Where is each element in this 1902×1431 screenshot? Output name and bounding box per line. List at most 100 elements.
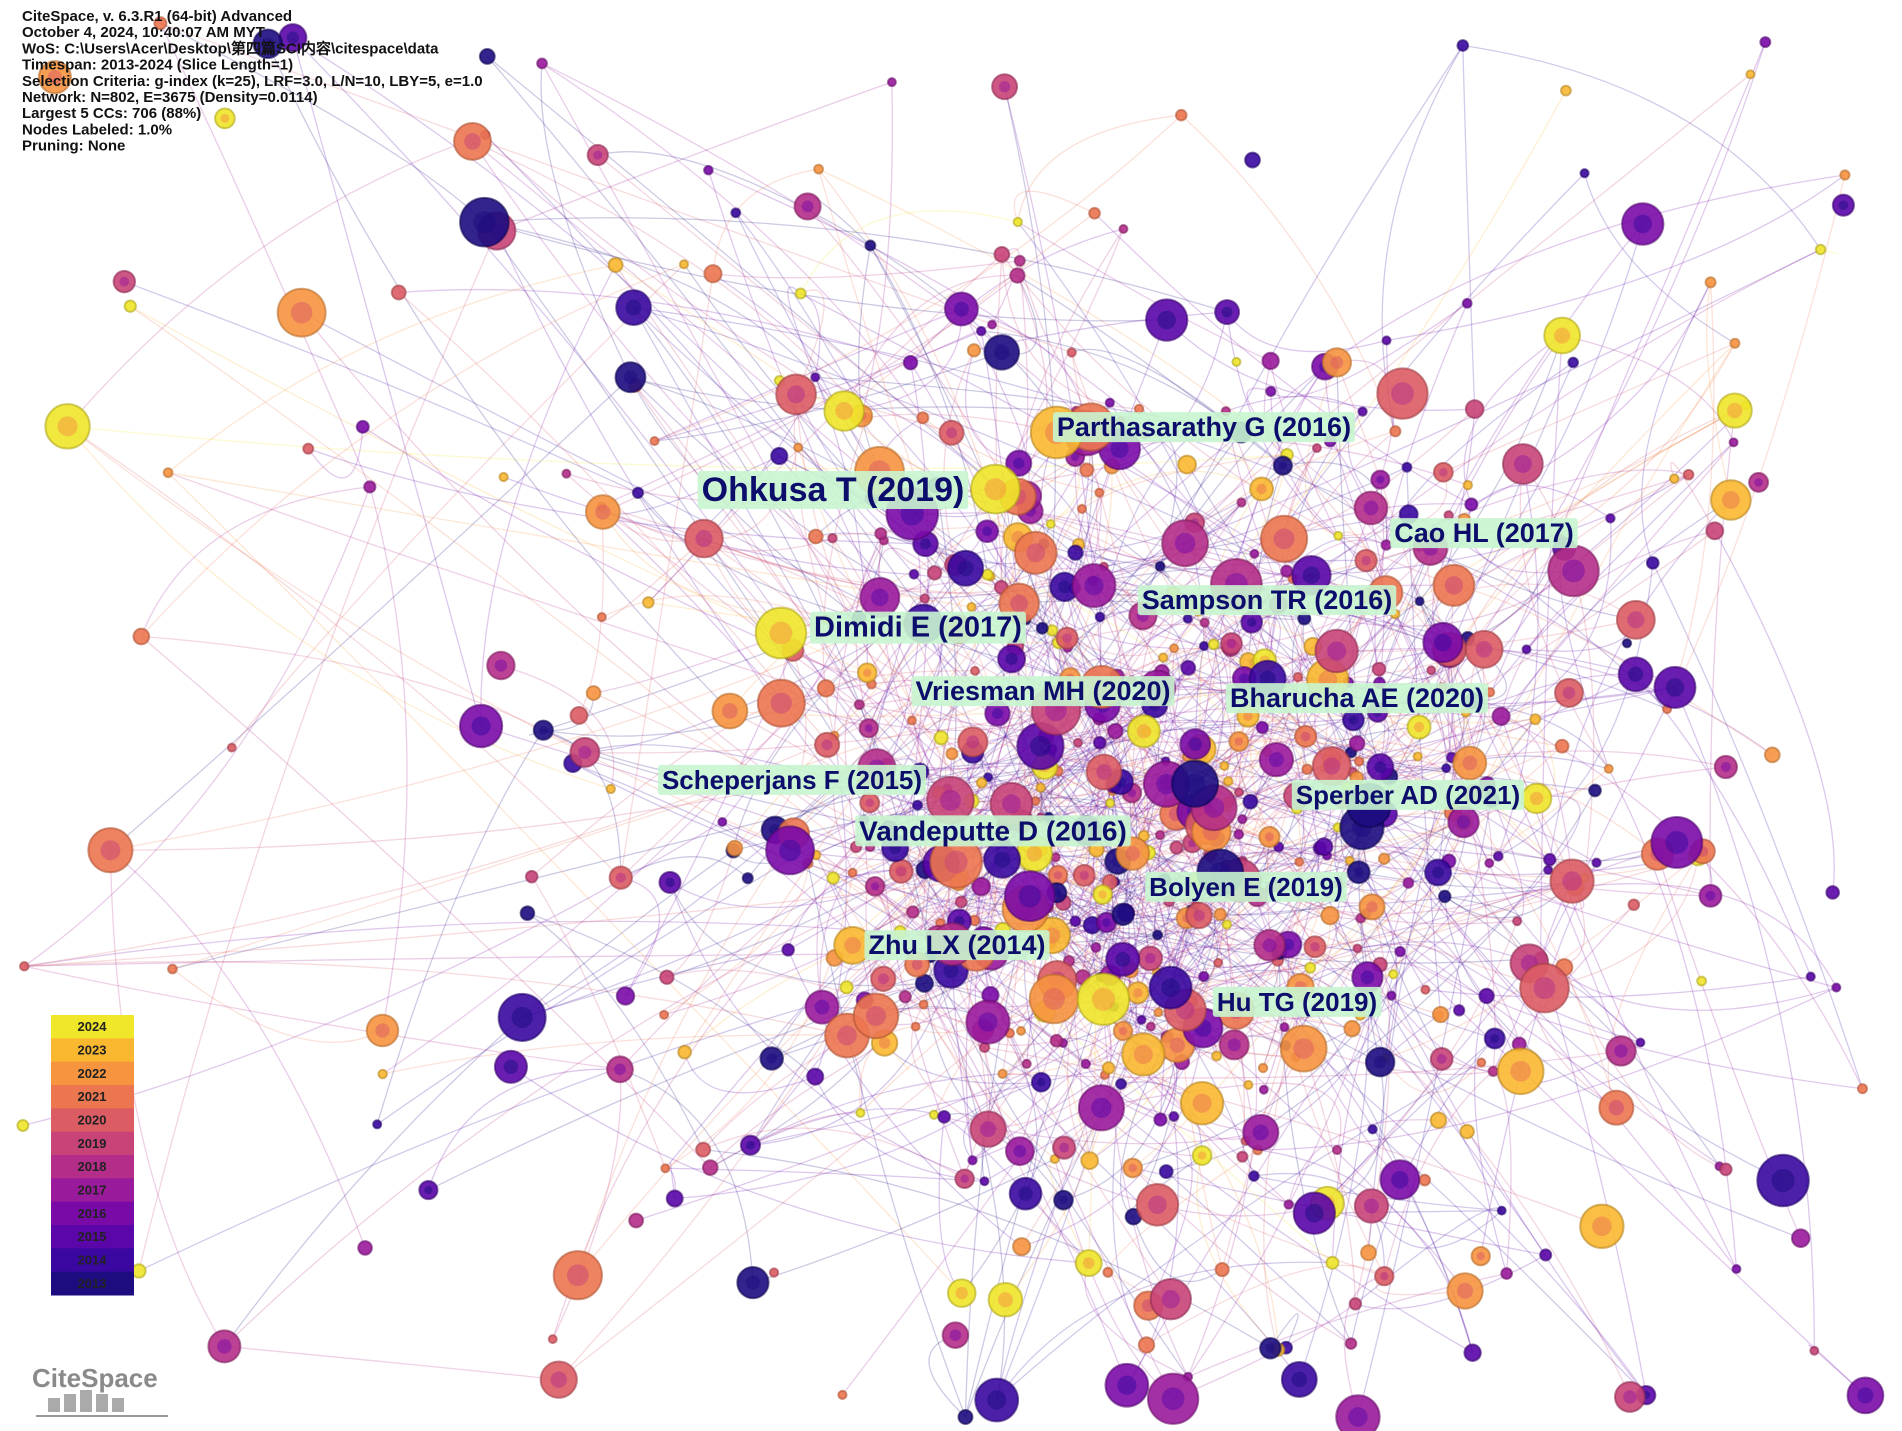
nodes [16,16,1885,1431]
edge [1608,768,1738,1270]
node-ring [984,478,1007,501]
edge [292,37,482,727]
node [966,343,982,358]
node-ring [1323,757,1341,775]
node-label: Scheperjans F (2015) [662,765,922,795]
edge [654,330,982,442]
edge [67,425,612,790]
node [1491,706,1511,727]
edge [922,1004,1056,1160]
node-ring [1278,461,1287,470]
edge [935,485,957,801]
edge [1114,881,1149,994]
edge [787,286,816,378]
node-ring [787,385,806,404]
edge [427,1068,620,1191]
node-ring [954,301,969,317]
node [1476,1057,1487,1068]
node [813,163,825,175]
node [1102,1266,1114,1278]
edge [541,62,924,419]
edge [1017,114,1182,223]
edge [1270,302,1468,398]
edge [963,1081,1042,1161]
node [1567,356,1580,369]
edge [577,833,795,1276]
node [741,872,754,885]
node-label: Vandeputte D (2016) [859,815,1127,846]
edge [712,168,819,274]
edge [1313,1038,1496,1214]
node [372,1119,383,1130]
edge [910,1004,989,1130]
node [1145,1021,1156,1032]
node [1021,1058,1032,1070]
node [770,446,789,466]
node-ring [1058,580,1071,594]
edge [1204,622,1232,676]
edge [1120,1081,1203,1156]
node [1529,713,1542,726]
node [519,905,536,921]
node [945,747,959,761]
node [1012,216,1023,228]
edge [159,22,371,488]
edge [882,978,989,1130]
edge [999,466,1113,841]
node-ring [1608,1100,1625,1116]
edge [1368,804,1658,862]
edge [1200,366,1326,750]
node-ring [1264,832,1274,842]
edge [852,872,941,924]
edge [1057,771,1097,858]
node-ring [919,538,932,550]
node-ring [955,1286,968,1300]
node-ring [1665,678,1685,697]
node-ring [1293,1038,1314,1059]
node [1401,461,1413,473]
node-ring [1268,752,1284,768]
edge [1228,780,1837,989]
node [561,468,572,479]
node-ring [1005,652,1018,665]
edge [1489,628,1545,693]
edge [1282,465,1636,621]
edge [1132,1216,1223,1283]
edge [1399,951,1863,1090]
edge [1146,1264,1385,1346]
node [1521,644,1532,655]
node [864,239,877,252]
edge [1380,673,1636,768]
node [1080,1058,1092,1070]
logo-bar [112,1398,124,1412]
edge [1090,957,1151,1069]
logo-bar [96,1394,108,1412]
edge [1540,957,1837,1011]
node [363,480,377,494]
node [1013,254,1026,267]
node [1077,503,1088,514]
edge [787,869,901,951]
node [1012,1237,1032,1257]
node [1437,889,1452,904]
edge [750,1073,1003,1146]
node [1035,782,1046,793]
node [807,528,824,545]
node [547,1334,558,1345]
node [1169,643,1180,654]
node-ring [1490,1034,1500,1044]
edge [986,531,1175,649]
node [1805,971,1816,982]
edge [578,506,604,716]
header-line: CiteSpace, v. 6.3.R1 (64-bit) Advanced [22,8,292,25]
node-ring [1133,988,1143,998]
node-ring [503,1059,519,1075]
node [1136,1014,1147,1025]
node-ring [1562,559,1585,583]
legend-year: 2023 [78,1042,107,1057]
label-box [911,676,1175,707]
node [1283,1199,1294,1210]
edge [543,729,622,878]
